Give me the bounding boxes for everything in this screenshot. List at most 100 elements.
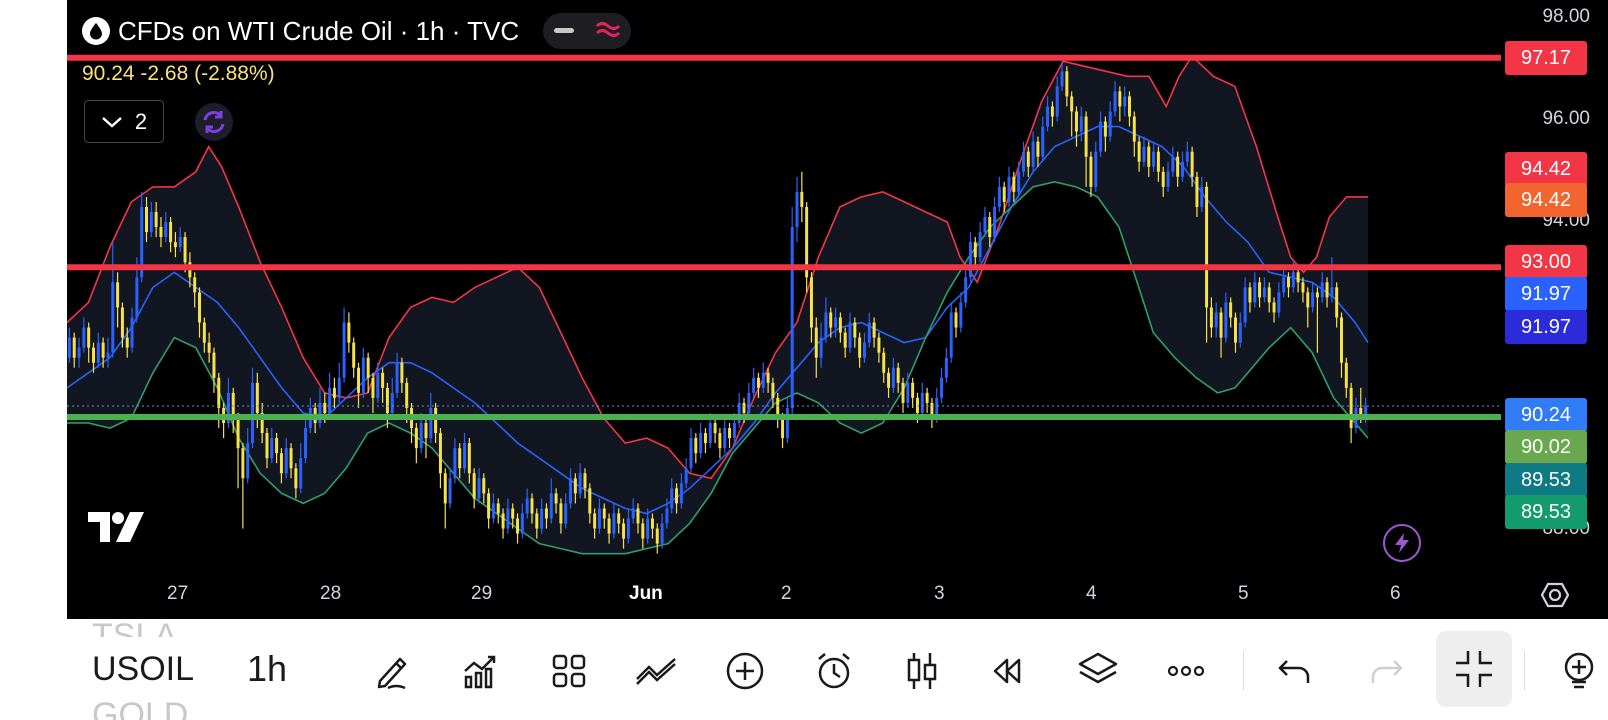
zoom-in-icon[interactable] — [1555, 647, 1603, 695]
price-badge-support[interactable]: 90.02 — [1505, 430, 1587, 464]
candle — [872, 317, 876, 348]
candle-body — [304, 428, 308, 459]
lightning-icon[interactable] — [1383, 524, 1421, 562]
price-badge-resistance[interactable]: 97.17 — [1505, 41, 1587, 75]
candle — [694, 433, 698, 464]
candle-body — [1152, 151, 1156, 167]
candle-body — [1287, 277, 1290, 288]
candle — [805, 201, 809, 293]
candle-body — [964, 277, 968, 303]
candle-body — [862, 342, 866, 358]
candle — [1108, 101, 1112, 142]
candle — [1296, 267, 1300, 293]
candle-body — [342, 322, 346, 378]
candle-body — [1070, 96, 1074, 112]
candle-body — [978, 232, 982, 258]
candle-body — [1233, 317, 1237, 343]
x-tick-label: 5 — [1238, 583, 1249, 604]
layouts-grid-icon[interactable] — [545, 647, 593, 695]
candle-body — [125, 337, 129, 348]
candle — [318, 387, 322, 429]
candle — [785, 397, 789, 444]
candle — [1002, 181, 1006, 212]
candle — [728, 423, 732, 449]
price-badge-bb-lower: 89.53 — [1505, 463, 1587, 497]
bollinger-basis-line — [67, 125, 1369, 515]
candle — [236, 412, 240, 489]
add-icon[interactable] — [721, 647, 769, 695]
candle-body — [781, 418, 785, 439]
candle — [723, 418, 727, 454]
candle-body — [588, 488, 592, 514]
replay-icon[interactable] — [985, 647, 1033, 695]
candle-body — [728, 428, 732, 439]
candle-body — [265, 433, 269, 459]
undo-icon[interactable] — [1271, 647, 1319, 695]
interval-button[interactable]: 1h — [247, 648, 288, 689]
candle-body — [487, 493, 491, 519]
candle — [622, 518, 626, 549]
more-icon[interactable] — [1162, 647, 1210, 695]
symbol-title[interactable]: CFDs on WTI Crude Oil · 1h · TVC — [118, 15, 520, 46]
candle-body — [1113, 91, 1117, 112]
symbol-list-item-active[interactable]: USOIL — [92, 650, 195, 688]
candle — [1306, 287, 1310, 328]
alert-icon[interactable] — [810, 647, 858, 695]
drawing-pen-icon[interactable] — [368, 647, 416, 695]
candle-body — [559, 503, 563, 524]
candle — [988, 211, 992, 248]
candle — [424, 418, 428, 459]
oil-drop-icon — [82, 17, 110, 45]
indicators-icon[interactable] — [456, 647, 504, 695]
minimize-icon[interactable] — [553, 22, 575, 40]
candle — [1113, 81, 1117, 117]
candle-body — [1335, 287, 1339, 318]
candle — [790, 206, 794, 418]
price-badge-bb-basis: 91.97 — [1505, 277, 1587, 311]
candle-body — [809, 277, 813, 328]
candle-body — [1340, 317, 1343, 363]
candle — [1320, 272, 1324, 303]
candle-body — [1156, 151, 1160, 172]
candle-body — [381, 372, 385, 388]
fullscreen-exit-icon[interactable] — [1436, 631, 1512, 707]
candle-body — [997, 186, 1001, 207]
candle-body — [530, 498, 534, 514]
candle — [612, 503, 616, 539]
redo-icon[interactable] — [1362, 647, 1410, 695]
candle — [1349, 382, 1353, 444]
sync-icon[interactable] — [195, 103, 233, 141]
symbol-list-item[interactable]: TSLA — [92, 617, 178, 637]
settings-icon[interactable] — [1540, 580, 1570, 615]
candle-body — [92, 347, 95, 363]
layers-icon[interactable] — [1074, 647, 1122, 695]
symbol-list-item[interactable]: GOLD — [92, 697, 189, 720]
candle — [1026, 146, 1030, 177]
candle — [501, 508, 505, 539]
candle-body — [684, 468, 688, 484]
symbol-legend[interactable]: CFDs on WTI Crude Oil · 1h · TVC — [82, 12, 632, 50]
candle-body — [111, 282, 115, 353]
candle — [381, 367, 385, 403]
candle-body — [520, 513, 524, 534]
candle — [241, 443, 245, 529]
candle — [713, 418, 717, 444]
wave-icon[interactable] — [595, 18, 621, 45]
candle-body — [1084, 116, 1088, 157]
trend-tool-icon[interactable] — [633, 647, 681, 695]
candle — [766, 367, 770, 393]
candle — [275, 433, 279, 464]
candle-body — [405, 382, 409, 408]
candle — [906, 372, 910, 408]
candles-icon[interactable] — [898, 647, 946, 695]
candle-body — [535, 513, 539, 529]
candle-body — [742, 402, 746, 413]
indicators-collapse-button[interactable]: 2 — [84, 100, 164, 143]
candle — [361, 347, 365, 398]
price-badge-level[interactable]: 93.00 — [1505, 245, 1587, 279]
candle-body — [612, 513, 616, 534]
legend-actions[interactable] — [543, 13, 632, 49]
candle — [559, 498, 563, 534]
candle-body — [1238, 322, 1242, 343]
